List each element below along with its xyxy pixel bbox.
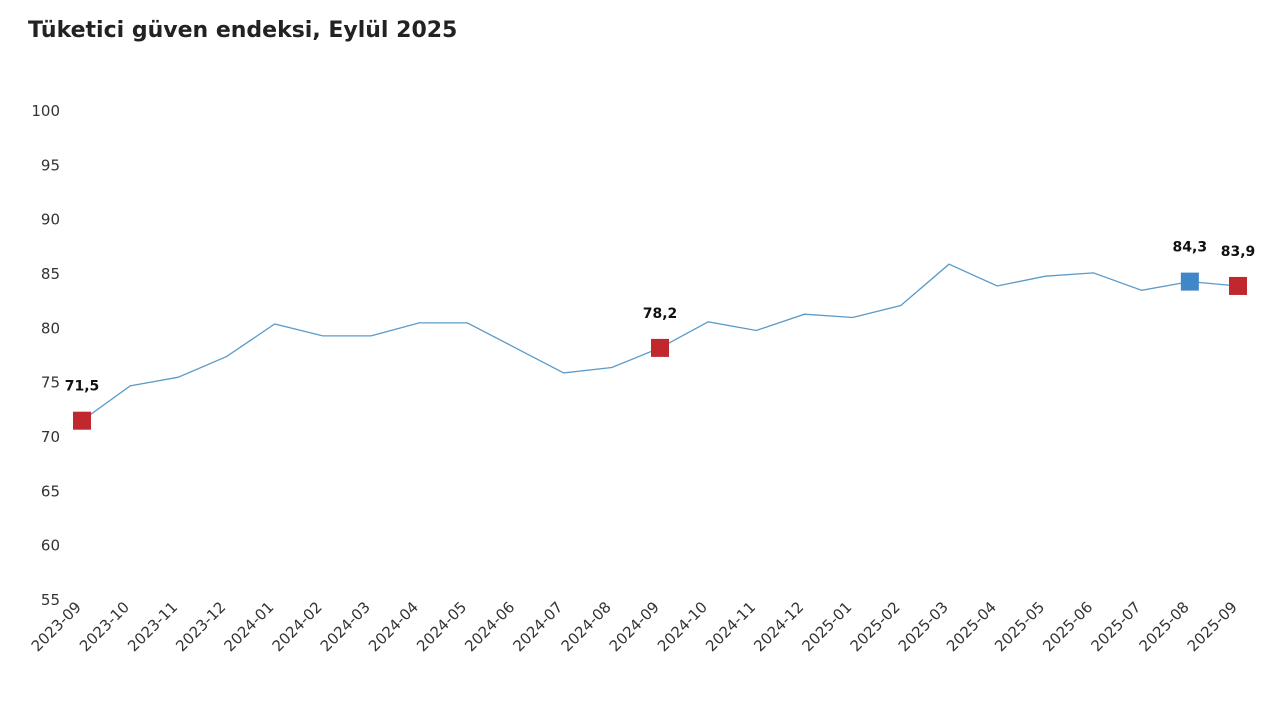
y-tick-label: 55 — [41, 591, 60, 609]
highlight-marker — [73, 411, 91, 430]
x-axis: 2023-092023-102023-112023-122024-012024-… — [28, 598, 1241, 655]
x-tick-label: 2024-02 — [269, 598, 326, 655]
highlight-marker — [1180, 272, 1199, 291]
data-labels: 71,5 78,2 84,3 83,9 — [65, 240, 1256, 395]
x-tick-label: 2024-04 — [365, 598, 422, 655]
x-tick-label: 2025-08 — [1136, 598, 1193, 655]
y-tick-label: 95 — [41, 156, 60, 174]
y-tick-label: 90 — [41, 211, 60, 229]
x-tick-label: 2025-04 — [943, 598, 1000, 655]
highlight-marker — [1229, 276, 1247, 295]
x-tick-label: 2025-06 — [1039, 598, 1096, 655]
x-tick-label: 2025-01 — [798, 598, 855, 655]
highlight-markers — [73, 272, 1247, 430]
highlight-marker — [651, 338, 669, 357]
x-tick-label: 2025-03 — [895, 598, 952, 655]
x-tick-label: 2024-11 — [702, 598, 759, 655]
x-tick-label: 2023-11 — [124, 598, 181, 655]
y-tick-label: 80 — [41, 319, 60, 337]
x-tick-label: 2023-12 — [172, 598, 229, 655]
data-label: 71,5 — [65, 379, 100, 395]
data-label: 84,3 — [1173, 240, 1208, 256]
x-tick-label: 2024-05 — [413, 598, 470, 655]
x-tick-label: 2024-12 — [750, 598, 807, 655]
x-tick-label: 2024-10 — [654, 598, 711, 655]
x-tick-label: 2023-10 — [76, 598, 133, 655]
x-tick-label: 2025-05 — [991, 598, 1048, 655]
y-tick-label: 60 — [41, 537, 60, 555]
x-tick-label: 2024-01 — [220, 598, 277, 655]
chart-title: Tüketici güven endeksi, Eylül 2025 — [28, 18, 458, 43]
y-tick-label: 70 — [41, 428, 60, 446]
x-tick-label: 2024-03 — [317, 598, 374, 655]
x-tick-label: 2024-08 — [558, 598, 615, 655]
x-tick-label: 2025-09 — [1184, 598, 1241, 655]
x-tick-label: 2024-07 — [509, 598, 566, 655]
y-tick-label: 100 — [31, 102, 60, 120]
x-tick-label: 2024-06 — [461, 598, 518, 655]
x-tick-label: 2025-07 — [1087, 598, 1144, 655]
y-axis: 55 60 65 70 75 80 85 90 95 100 — [31, 102, 60, 609]
y-tick-label: 75 — [41, 374, 60, 392]
x-tick-label: 2025-02 — [847, 598, 904, 655]
y-tick-label: 85 — [41, 265, 60, 283]
y-tick-label: 65 — [41, 482, 60, 500]
data-label: 78,2 — [643, 306, 678, 322]
data-label: 83,9 — [1221, 244, 1256, 260]
x-tick-label: 2024-09 — [606, 598, 663, 655]
